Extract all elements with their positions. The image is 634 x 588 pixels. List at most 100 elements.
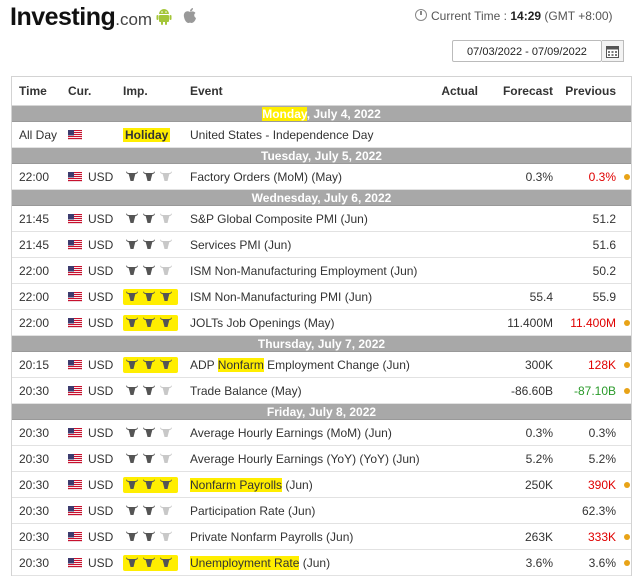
importance-bulls [123, 288, 178, 305]
table-row[interactable]: 22:00 USD JOLTs Job Openings (May) 11.400M 1… [12, 309, 631, 336]
event-importance [123, 549, 190, 576]
importance-bulls [123, 169, 178, 185]
revision-dot-icon [624, 361, 630, 368]
date-range-picker[interactable]: 07/03/2022 - 07/09/2022 [452, 40, 602, 62]
table-row[interactable]: 20:30 USD Nonfarm Payrolls (Jun) 250K 390K [12, 471, 631, 498]
us-flag-icon [68, 505, 82, 516]
event-importance [123, 497, 190, 524]
calendar-button[interactable] [602, 40, 624, 62]
importance-bulls [123, 425, 178, 441]
event-name[interactable]: Average Hourly Earnings (YoY) (YoY) (Jun… [190, 445, 428, 472]
event-time-value: 22:00 [19, 263, 50, 278]
event-currency: USD [68, 231, 123, 258]
event-name[interactable]: United States - Independence Day [190, 121, 428, 148]
event-name-text: S&P Global Composite PMI (Jun) [190, 211, 368, 226]
event-name[interactable]: Participation Rate (Jun) [190, 497, 428, 524]
us-flag-icon [68, 453, 82, 464]
day-header: Monday, July 4, 2022 [12, 105, 631, 122]
event-name[interactable]: Factory Orders (MoM) (May) [190, 163, 428, 190]
event-revision [618, 121, 631, 148]
table-row[interactable]: 20:30 USD Average Hourly Earnings (MoM) (J… [12, 419, 631, 446]
table-row[interactable]: All Day Holiday United States - Independen… [12, 121, 631, 148]
event-importance [123, 163, 190, 190]
table-row[interactable]: 20:30 USD Private Nonfarm Payrolls (Jun) 26… [12, 523, 631, 550]
event-previous [555, 121, 618, 148]
event-revision [618, 231, 631, 258]
us-flag-icon [68, 265, 82, 276]
event-name[interactable]: JOLTs Job Openings (May) [190, 309, 428, 336]
table-row[interactable]: 20:30 USD Unemployment Rate (Jun) 3.6% 3.6% [12, 549, 631, 576]
table-row[interactable]: 22:00 USD ISM Non-Manufacturing Employment… [12, 257, 631, 284]
bull-icon-empty [160, 504, 172, 515]
android-icon[interactable] [156, 8, 172, 26]
event-name[interactable]: Unemployment Rate (Jun) [190, 549, 428, 576]
day-header-row: Thursday, July 7, 2022 [12, 335, 631, 352]
logo-suffix: .com [115, 10, 153, 29]
forecast-value: 55.4 [529, 289, 553, 304]
event-time-value: 22:00 [19, 315, 50, 330]
importance-bulls [123, 211, 178, 227]
event-name[interactable]: Average Hourly Earnings (MoM) (Jun) [190, 419, 428, 446]
col-previous[interactable]: Previous [555, 77, 618, 106]
event-importance [123, 257, 190, 284]
bull-icon-filled [126, 316, 138, 327]
event-name[interactable]: ISM Non-Manufacturing Employment (Jun) [190, 257, 428, 284]
table-body: Monday, July 4, 2022 All Day Holiday United… [12, 105, 631, 576]
col-event[interactable]: Event [190, 77, 428, 106]
event-name[interactable]: S&P Global Composite PMI (Jun) [190, 205, 428, 232]
col-time[interactable]: Time [12, 77, 68, 106]
event-name-highlight: Unemployment Rate [190, 555, 300, 570]
event-name[interactable]: ADP Nonfarm Employment Change (Jun) [190, 351, 428, 378]
event-previous: 62.3% [555, 497, 618, 524]
forecast-value: -86.60B [510, 383, 553, 398]
bull-icon-filled [143, 316, 155, 327]
us-flag-icon [68, 317, 82, 328]
event-forecast [478, 231, 555, 258]
event-name[interactable]: Trade Balance (May) [190, 377, 428, 404]
event-currency [68, 121, 123, 148]
event-name-text: JOLTs Job Openings (May) [190, 315, 335, 330]
revision-dot-icon [624, 481, 630, 488]
table-row[interactable]: 21:45 USD Services PMI (Jun) 51.6 [12, 231, 631, 258]
apple-icon[interactable] [182, 7, 198, 25]
event-forecast [478, 497, 555, 524]
event-name-text: Average Hourly Earnings (MoM) (Jun) [190, 425, 392, 440]
col-importance[interactable]: Imp. [123, 77, 190, 106]
table-row[interactable]: 20:30 USD Trade Balance (May) -86.60B -87.10… [12, 377, 631, 404]
top-bar: Investing.com Current Time : 14:29 (GMT … [0, 0, 634, 34]
table-row[interactable]: 20:30 USD Average Hourly Earnings (YoY) (Y… [12, 445, 631, 472]
event-actual [428, 283, 478, 310]
day-label-highlight: Monday [262, 106, 307, 121]
table-row[interactable]: 22:00 USD Factory Orders (MoM) (May) 0.3% 0.… [12, 163, 631, 190]
event-currency: USD [68, 497, 123, 524]
event-name[interactable]: Nonfarm Payrolls (Jun) [190, 471, 428, 498]
col-actual[interactable]: Actual [428, 77, 478, 106]
bull-icon-filled [143, 290, 155, 301]
investing-logo[interactable]: Investing.com [10, 3, 152, 32]
event-name[interactable]: Private Nonfarm Payrolls (Jun) [190, 523, 428, 550]
holiday-label: Holiday [123, 127, 171, 142]
event-previous: 51.2 [555, 205, 618, 232]
current-time-value: 14:29 [510, 9, 542, 23]
table-row[interactable]: 20:15 USD ADP Nonfarm Employment Change (J… [12, 351, 631, 378]
event-importance [123, 377, 190, 404]
table-row[interactable]: 21:45 USD S&P Global Composite PMI (Jun) 51… [12, 205, 631, 232]
bull-icon-filled [143, 426, 155, 437]
event-revision [618, 309, 631, 336]
table-row[interactable]: 20:30 USD Participation Rate (Jun) 62.3% [12, 497, 631, 524]
table-row[interactable]: 22:00 USD ISM Non-Manufacturing PMI (Jun) 5… [12, 283, 631, 310]
bull-icon-filled [143, 170, 155, 181]
col-currency[interactable]: Cur. [68, 77, 123, 106]
event-time: 20:30 [12, 497, 68, 524]
revision-dot-icon [624, 387, 630, 394]
forecast-value: 11.400M [507, 315, 553, 330]
previous-value: 55.9 [592, 289, 616, 304]
currency-code: USD [88, 451, 114, 466]
forecast-value: 0.3% [525, 425, 553, 440]
event-name-text: United States - Independence Day [190, 127, 374, 142]
event-name[interactable]: ISM Non-Manufacturing PMI (Jun) [190, 283, 428, 310]
event-name[interactable]: Services PMI (Jun) [190, 231, 428, 258]
event-currency: USD [68, 549, 123, 576]
col-forecast[interactable]: Forecast [478, 77, 555, 106]
revision-dot-icon [624, 173, 630, 180]
